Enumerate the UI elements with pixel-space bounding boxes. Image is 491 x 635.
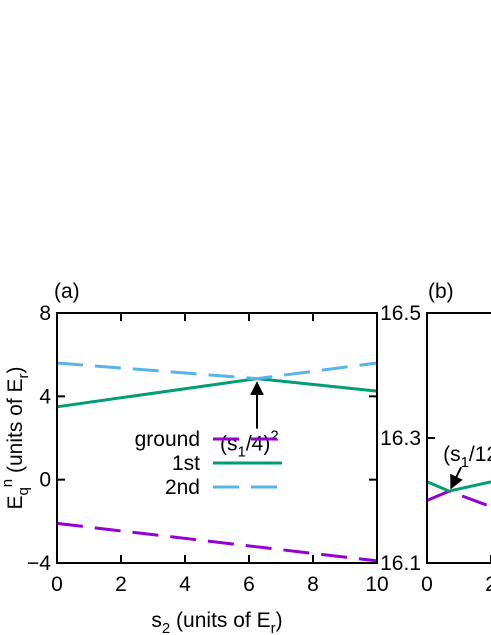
x-tick-label: 4 xyxy=(179,573,191,596)
y-label-tail: (units of E xyxy=(4,378,27,478)
y-label-tail-sub: r xyxy=(15,373,32,378)
panel-b-y-tick-label: 16.1 xyxy=(380,552,421,575)
panel-b-x-ticks: 02 xyxy=(421,555,491,596)
panel-a-x-axis-label: s2 (units of Er) xyxy=(151,609,282,635)
x-tick-label: 8 xyxy=(307,573,319,596)
panel-a-annotation-mid: /4) xyxy=(246,433,271,456)
y-label-sub: q xyxy=(15,487,32,495)
series-line-1st xyxy=(56,377,378,409)
panel-b-series-line-ground xyxy=(426,489,491,509)
y-tick-label: 8 xyxy=(39,302,51,325)
y-tick-label: 0 xyxy=(39,469,51,492)
series-line-2nd xyxy=(56,361,378,381)
x-tick-label: 0 xyxy=(51,573,63,596)
panel-a-x-ticks: 0 2 4 6 8 10 xyxy=(51,313,389,596)
x-tick-label: 10 xyxy=(365,573,388,596)
x-label-close: ) xyxy=(276,609,283,632)
panel-b-plot-frame xyxy=(426,312,491,564)
panel-b-label: (b) xyxy=(428,280,454,303)
x-label-sub: 2 xyxy=(162,620,170,635)
x-label-tail: (units of E xyxy=(170,609,270,632)
x-label-main: s xyxy=(151,609,162,632)
panel-b-series-line-1st xyxy=(426,480,491,493)
panel-a-annotation-sub: 1 xyxy=(238,444,246,461)
panel-a-y-ticks: −4 0 4 8 xyxy=(27,302,377,575)
panel-a-legend: ground 1st 2nd xyxy=(135,428,282,499)
panel-a-series xyxy=(56,361,378,563)
legend-label-1st: 1st xyxy=(172,452,200,475)
panel-b-x-tick-label: 0 xyxy=(421,573,433,596)
x-tick-label: 6 xyxy=(243,573,255,596)
panel-b-y-tick-label: 16.3 xyxy=(380,427,421,450)
series-line-ground xyxy=(56,521,378,563)
panel-b-annotation-arrow xyxy=(450,466,463,490)
panel-b-annotation-open: (s xyxy=(443,443,461,466)
panel-b-annotation-mid: /12) xyxy=(469,443,491,466)
panel-a-annotation-open: (s xyxy=(220,433,238,456)
panel-a-annotation-sup: 2 xyxy=(270,428,278,445)
panel-a-y-axis-label: Eqn (units of Er) xyxy=(0,366,32,509)
legend-label-2nd: 2nd xyxy=(165,476,200,499)
y-label-close: ) xyxy=(4,366,27,373)
panel-a-label: (a) xyxy=(54,280,80,303)
legend-label-ground: ground xyxy=(135,428,200,451)
y-tick-label: 4 xyxy=(39,385,51,408)
panel-b-series xyxy=(426,480,491,509)
y-label-sup: n xyxy=(0,479,16,487)
panel-b-y-ticks: 16.1 16.3 16.5 xyxy=(380,302,435,575)
panel-b-annotation: (s1/12) xyxy=(443,443,491,471)
x-label-tail-sub: r xyxy=(271,620,276,635)
x-tick-label: 2 xyxy=(115,573,127,596)
panel-b: (b) 02 16.116.316.5 (s1/12) xyxy=(380,280,491,596)
panel-b-x-tick-label: 2 xyxy=(485,573,491,596)
panel-a-annotation: (s1/4)2 xyxy=(220,428,279,461)
panel-b-y-tick-label: 16.5 xyxy=(380,302,421,325)
panel-a-plot-frame xyxy=(56,312,378,564)
y-label-main: E xyxy=(4,496,27,510)
panel-b-annotation-sub: 1 xyxy=(461,454,469,471)
y-tick-label: −4 xyxy=(27,552,51,575)
